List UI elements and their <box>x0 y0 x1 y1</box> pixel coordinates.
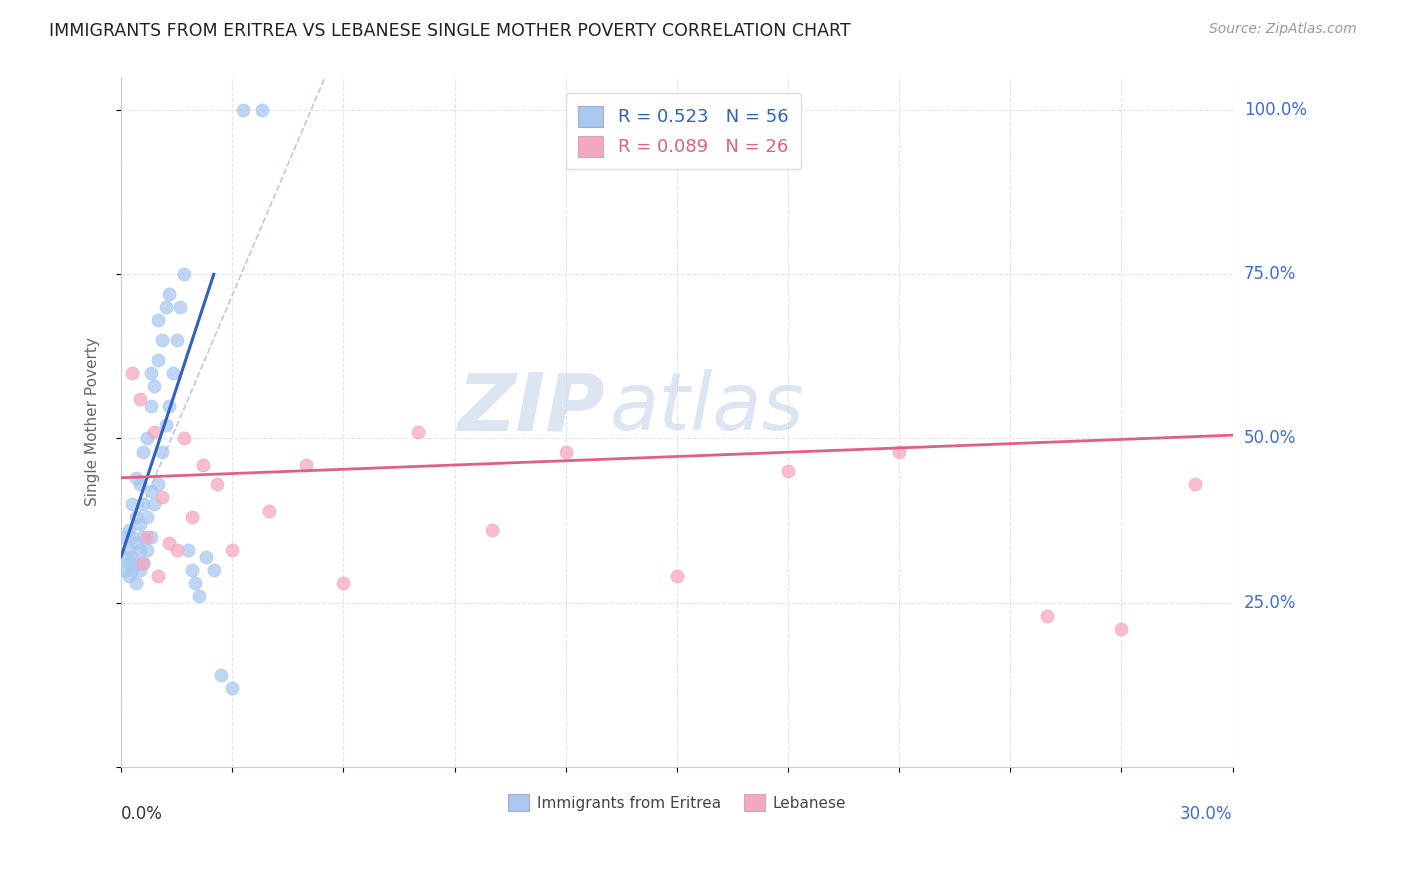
Point <box>139 399 162 413</box>
Point <box>157 287 180 301</box>
Point <box>114 549 136 564</box>
Point <box>1036 608 1059 623</box>
Text: 25.0%: 25.0% <box>1244 593 1296 612</box>
Point <box>136 543 159 558</box>
Point <box>148 477 170 491</box>
Text: 50.0%: 50.0% <box>1244 429 1296 448</box>
Point <box>191 458 214 472</box>
Point <box>121 366 143 380</box>
Point <box>128 392 150 406</box>
Point <box>207 477 229 491</box>
Point <box>132 556 155 570</box>
Point <box>166 543 188 558</box>
Point <box>1184 477 1206 491</box>
Point <box>150 491 173 505</box>
Point <box>481 524 503 538</box>
Point <box>554 444 576 458</box>
Point <box>177 543 200 558</box>
Point <box>121 563 143 577</box>
Point <box>665 569 688 583</box>
Point <box>180 563 202 577</box>
Point <box>125 471 148 485</box>
Text: Source: ZipAtlas.com: Source: ZipAtlas.com <box>1209 22 1357 37</box>
Point <box>166 333 188 347</box>
Text: 100.0%: 100.0% <box>1244 102 1306 120</box>
Point <box>232 103 254 118</box>
Point <box>155 418 177 433</box>
Point <box>132 530 155 544</box>
Text: atlas: atlas <box>610 369 804 447</box>
Point <box>114 563 136 577</box>
Point <box>114 530 136 544</box>
Point <box>195 549 218 564</box>
Point <box>125 556 148 570</box>
Point <box>202 563 225 577</box>
Point <box>139 366 162 380</box>
Point <box>169 300 191 314</box>
Point <box>128 543 150 558</box>
Text: 75.0%: 75.0% <box>1244 265 1296 284</box>
Point <box>221 681 243 695</box>
Point <box>150 444 173 458</box>
Y-axis label: Single Mother Poverty: Single Mother Poverty <box>86 337 100 507</box>
Text: ZIP: ZIP <box>457 369 605 447</box>
Point <box>117 569 139 583</box>
Point <box>209 667 232 681</box>
Point <box>117 524 139 538</box>
Point <box>1111 622 1133 636</box>
Point <box>148 569 170 583</box>
Point <box>184 575 207 590</box>
Point <box>132 556 155 570</box>
Point <box>136 530 159 544</box>
Point <box>128 563 150 577</box>
Point <box>187 589 209 603</box>
Point <box>157 536 180 550</box>
Point <box>295 458 318 472</box>
Point <box>136 432 159 446</box>
Point <box>121 530 143 544</box>
Point <box>148 313 170 327</box>
Point <box>155 300 177 314</box>
Point <box>173 268 195 282</box>
Text: 0.0%: 0.0% <box>121 805 163 823</box>
Point <box>136 510 159 524</box>
Point <box>128 516 150 531</box>
Point <box>117 556 139 570</box>
Text: IMMIGRANTS FROM ERITREA VS LEBANESE SINGLE MOTHER POVERTY CORRELATION CHART: IMMIGRANTS FROM ERITREA VS LEBANESE SING… <box>49 22 851 40</box>
Point <box>132 444 155 458</box>
Point <box>143 379 166 393</box>
Point <box>121 549 143 564</box>
Point <box>157 399 180 413</box>
Point <box>148 352 170 367</box>
Point <box>221 543 243 558</box>
Point <box>121 497 143 511</box>
Point <box>139 483 162 498</box>
Point <box>143 497 166 511</box>
Legend: Immigrants from Eritrea, Lebanese: Immigrants from Eritrea, Lebanese <box>502 788 852 818</box>
Point <box>128 477 150 491</box>
Point <box>139 530 162 544</box>
Point <box>132 497 155 511</box>
Point <box>125 536 148 550</box>
Point <box>143 425 166 439</box>
Text: 30.0%: 30.0% <box>1180 805 1233 823</box>
Point <box>887 444 910 458</box>
Point <box>117 543 139 558</box>
Point <box>125 510 148 524</box>
Point <box>259 503 281 517</box>
Point <box>332 575 354 590</box>
Point <box>776 464 799 478</box>
Point <box>250 103 273 118</box>
Point <box>180 510 202 524</box>
Point <box>173 432 195 446</box>
Point <box>406 425 429 439</box>
Point <box>150 333 173 347</box>
Point <box>162 366 184 380</box>
Point <box>125 575 148 590</box>
